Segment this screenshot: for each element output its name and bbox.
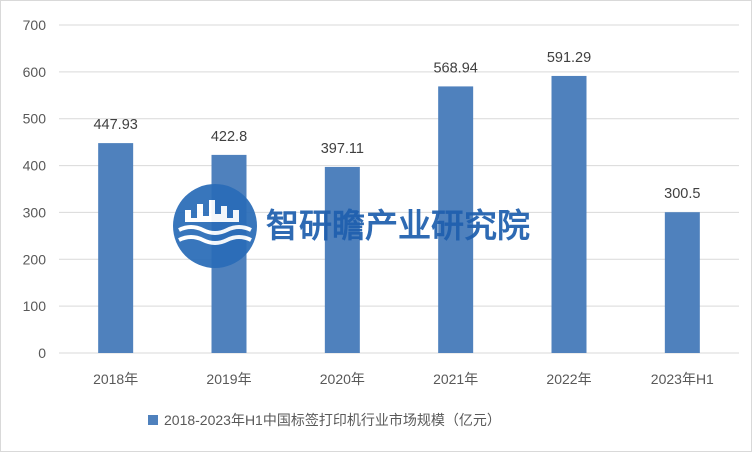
y-tick-label: 600 <box>23 64 47 80</box>
y-tick-label: 100 <box>23 298 47 314</box>
y-tick-label: 200 <box>23 251 47 267</box>
x-tick-label: 2021年 <box>433 371 478 387</box>
data-label: 397.11 <box>321 141 364 157</box>
bar <box>551 75 587 353</box>
watermark: 智研瞻产业研究院 <box>173 184 530 268</box>
y-tick-label: 400 <box>23 158 47 174</box>
bar <box>664 212 700 353</box>
bar <box>438 86 474 353</box>
data-label: 447.93 <box>93 117 137 133</box>
y-tick-label: 0 <box>38 345 46 361</box>
x-tick-label: 2019年 <box>206 371 251 387</box>
x-tick-label: 2020年 <box>320 371 365 387</box>
data-label: 568.94 <box>433 60 477 76</box>
data-label: 591.29 <box>547 50 591 66</box>
data-label: 300.5 <box>664 186 700 202</box>
legend-label: 2018-2023年H1中国标签打印机行业市场规模（亿元） <box>164 412 501 428</box>
data-labels: 447.93 422.8 397.11 568.94 591.29 300.5 <box>93 50 700 202</box>
y-axis-ticks: 0 100 200 300 400 500 600 700 <box>23 17 47 361</box>
gridlines <box>59 24 739 354</box>
y-tick-label: 700 <box>23 17 47 33</box>
legend: 2018-2023年H1中国标签打印机行业市场规模（亿元） <box>148 412 501 428</box>
legend-swatch <box>148 415 158 425</box>
y-tick-label: 300 <box>23 204 47 220</box>
bar <box>324 166 360 353</box>
x-tick-label: 2023年H1 <box>651 371 714 387</box>
watermark-logo <box>173 184 257 268</box>
x-tick-label: 2022年 <box>546 371 591 387</box>
x-axis-ticks: 2018年 2019年 2020年 2021年 2022年 2023年H1 <box>93 371 714 387</box>
watermark-text: 智研瞻产业研究院 <box>266 206 530 245</box>
bar <box>98 143 134 353</box>
x-tick-label: 2018年 <box>93 371 138 387</box>
y-tick-label: 500 <box>23 111 47 127</box>
data-label: 422.8 <box>211 129 247 145</box>
